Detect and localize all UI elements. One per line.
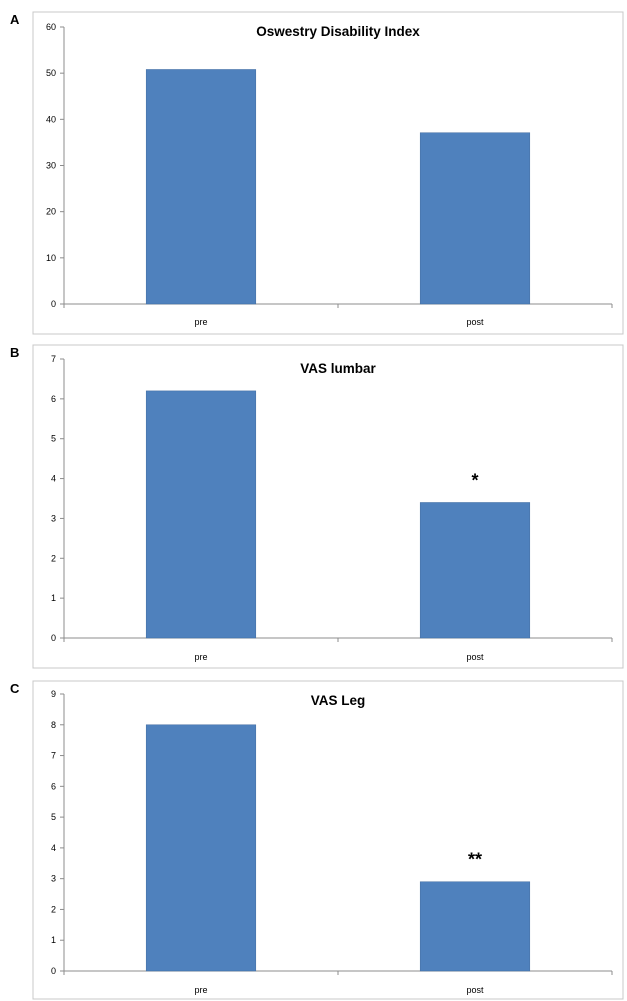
panel-frame: [32, 11, 624, 335]
bar-post: [419, 881, 531, 972]
y-tick-label: 5: [51, 812, 56, 822]
chart-title: Oswestry Disability Index: [256, 24, 420, 39]
panel-frame: [32, 680, 624, 1000]
chart-panel-b: B VAS lumbar 0 1 2 3 4 5 6 7 pre post *: [10, 344, 624, 669]
y-tick-label: 1: [51, 935, 56, 945]
bar-pre: [145, 724, 257, 972]
bar-pre: [145, 69, 257, 305]
x-tick-label: post: [466, 317, 484, 327]
bar-post: [419, 132, 531, 305]
x-tick-label: post: [466, 652, 484, 662]
y-tick-label: 3: [51, 513, 56, 523]
y-tick-label: 0: [51, 299, 56, 309]
y-tick-label: 2: [51, 904, 56, 914]
y-tick-label: 7: [51, 354, 56, 364]
panel-frame: [32, 344, 624, 669]
y-tick-label: 6: [51, 394, 56, 404]
x-tick-label: pre: [194, 985, 207, 995]
y-tick-label: 2: [51, 553, 56, 563]
y-tick-label: 8: [51, 720, 56, 730]
y-tick-label: 30: [46, 161, 56, 171]
y-tick-label: 7: [51, 751, 56, 761]
y-tick-label: 3: [51, 874, 56, 884]
y-tick-label: 1: [51, 593, 56, 603]
y-tick-label: 60: [46, 22, 56, 32]
chart-title: VAS lumbar: [300, 361, 376, 376]
y-tick-label: 4: [51, 843, 56, 853]
significance-marker: **: [468, 850, 482, 870]
y-tick-label: 5: [51, 434, 56, 444]
panel-letter: B: [10, 345, 19, 360]
y-tick-label: 10: [46, 253, 56, 263]
y-tick-label: 20: [46, 207, 56, 217]
x-tick-label: post: [466, 985, 484, 995]
x-tick-label: pre: [194, 652, 207, 662]
y-tick-label: 50: [46, 68, 56, 78]
chart-panel-c: C VAS Leg 0 1 2 3 4 5 6 7 8 9 pre post **: [10, 680, 624, 1000]
panel-letter: C: [10, 681, 20, 696]
y-tick-label: 6: [51, 781, 56, 791]
significance-marker: *: [471, 470, 478, 490]
y-tick-label: 0: [51, 633, 56, 643]
y-tick-label: 4: [51, 474, 56, 484]
y-tick-label: 9: [51, 689, 56, 699]
bar-pre: [145, 390, 257, 639]
bar-post: [419, 502, 531, 639]
panel-letter: A: [10, 12, 20, 27]
chart-title: VAS Leg: [311, 693, 366, 708]
y-tick-label: 40: [46, 114, 56, 124]
y-tick-label: 0: [51, 966, 56, 976]
x-tick-label: pre: [194, 317, 207, 327]
chart-panel-a: A Oswestry Disability Index 0 10 20 30 40 50 60 p…: [10, 11, 624, 335]
